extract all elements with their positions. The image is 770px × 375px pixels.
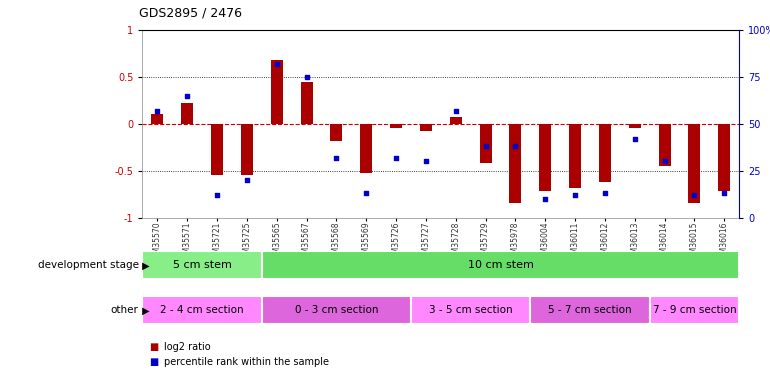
Text: 5 cm stem: 5 cm stem [172, 260, 232, 270]
Point [628, 136, 641, 142]
Bar [718, 124, 730, 191]
Point [718, 190, 731, 196]
Point [151, 108, 163, 114]
Bar [211, 124, 223, 176]
Point [688, 192, 701, 198]
Point [300, 74, 313, 80]
Bar [360, 124, 372, 173]
Bar [411, 296, 531, 324]
Point [390, 154, 402, 160]
Text: 0 - 3 cm section: 0 - 3 cm section [295, 305, 378, 315]
Bar [262, 251, 739, 279]
Bar [688, 124, 701, 203]
Bar [510, 124, 521, 203]
Text: ▶: ▶ [139, 305, 149, 315]
Bar [271, 60, 283, 124]
Bar [629, 124, 641, 128]
Point [420, 158, 432, 164]
Point [599, 190, 611, 196]
Text: development stage: development stage [38, 260, 139, 270]
Point [360, 190, 373, 196]
Bar [658, 124, 671, 166]
Bar [531, 296, 650, 324]
Bar [569, 124, 581, 188]
Point [480, 143, 492, 149]
Text: ■: ■ [150, 357, 162, 367]
Point [330, 154, 343, 160]
Text: log2 ratio: log2 ratio [164, 342, 211, 352]
Point [539, 196, 551, 202]
Point [509, 143, 521, 149]
Bar [599, 124, 611, 182]
Bar [539, 124, 551, 191]
Text: GDS2895 / 2476: GDS2895 / 2476 [139, 7, 243, 20]
Text: percentile rank within the sample: percentile rank within the sample [164, 357, 329, 367]
Bar [142, 251, 262, 279]
Text: 5 - 7 cm section: 5 - 7 cm section [548, 305, 632, 315]
Point [270, 61, 283, 67]
Point [211, 192, 223, 198]
Text: ▶: ▶ [139, 260, 149, 270]
Bar [390, 124, 402, 128]
Point [450, 108, 462, 114]
Bar [300, 82, 313, 124]
Text: 3 - 5 cm section: 3 - 5 cm section [429, 305, 513, 315]
Point [241, 177, 253, 183]
Text: ■: ■ [150, 342, 162, 352]
Bar [262, 296, 411, 324]
Text: 2 - 4 cm section: 2 - 4 cm section [160, 305, 244, 315]
Text: 7 - 9 cm section: 7 - 9 cm section [653, 305, 736, 315]
Bar [480, 124, 491, 163]
Bar [152, 114, 163, 124]
Point [658, 158, 671, 164]
Bar [650, 296, 739, 324]
Bar [420, 124, 432, 131]
Bar [450, 117, 462, 124]
Point [181, 93, 193, 99]
Bar [330, 124, 343, 141]
Bar [142, 296, 262, 324]
Text: 10 cm stem: 10 cm stem [467, 260, 534, 270]
Point [569, 192, 581, 198]
Text: other: other [111, 305, 139, 315]
Bar [181, 103, 193, 124]
Bar [241, 124, 253, 176]
